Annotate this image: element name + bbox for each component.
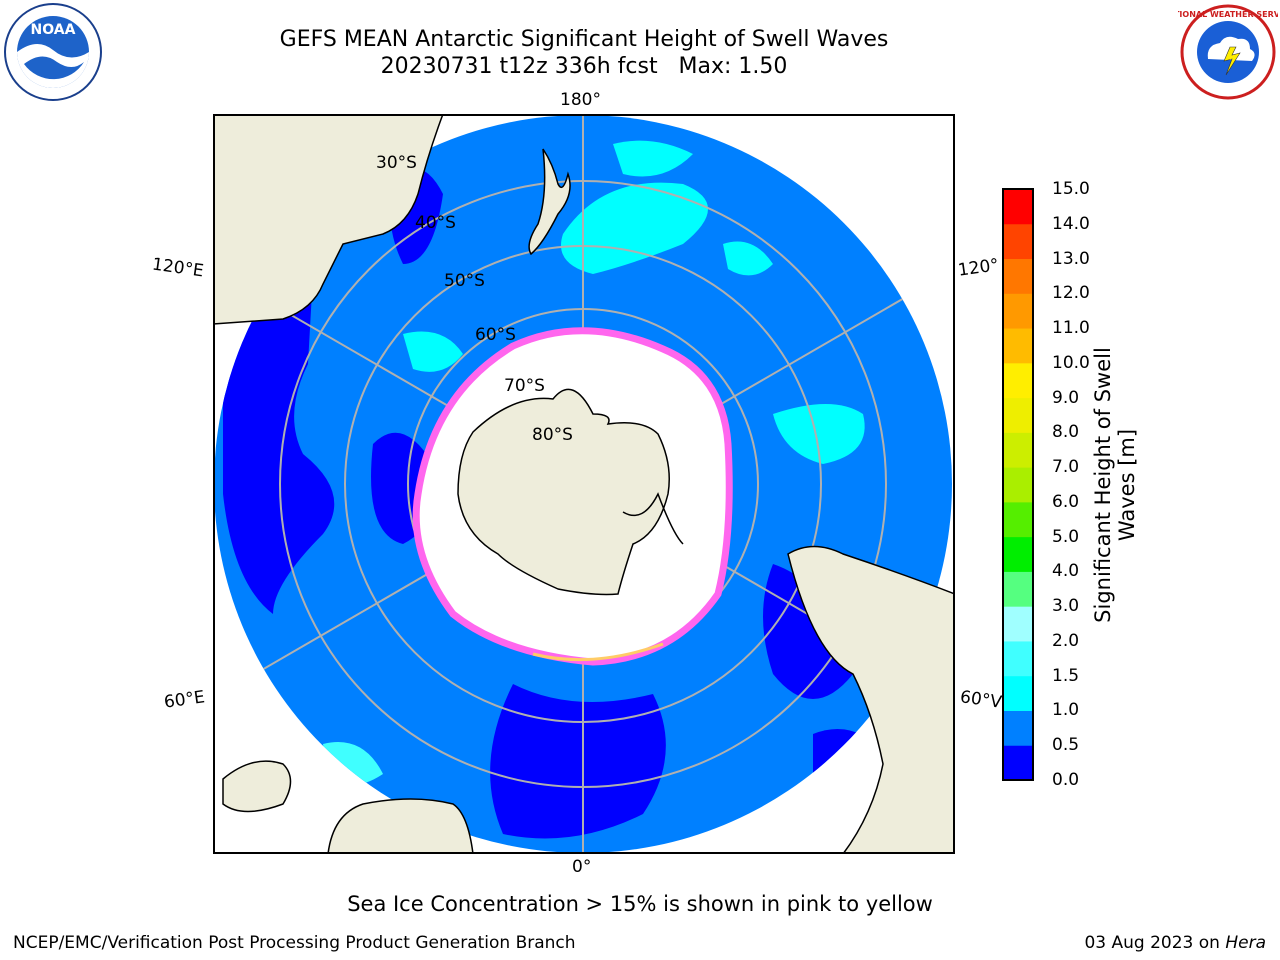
swell-region (723, 241, 773, 276)
colorbar-segment (1003, 189, 1033, 225)
lon-label-0: 0° (572, 857, 592, 877)
colorbar-label: Significant Height of Swell Waves [m] (1091, 347, 1139, 623)
swell-region (561, 182, 708, 274)
colorbar-tick: 12.0 (1052, 283, 1090, 304)
colorbar-segment (1003, 675, 1033, 711)
lon-label-120e: 120°E (150, 254, 205, 282)
lat-label-30s: 30°S (376, 153, 417, 173)
chart-subtitle: 20230731 t12z 336h fcst Max: 1.50 (380, 54, 788, 79)
madagascar (222, 760, 292, 813)
lat-label-80s: 80°S (532, 425, 573, 445)
sea-ice-note: Sea Ice Concentration > 15% is shown in … (347, 892, 933, 916)
colorbar-tick: 8.0 (1052, 422, 1080, 443)
lat-label-40s: 40°S (415, 213, 456, 233)
lon-label-60w: 60°V (958, 687, 1003, 713)
low-swell-region (490, 684, 666, 839)
colorbar-tick: 4.0 (1052, 561, 1080, 582)
colorbar-tick: 2.0 (1052, 630, 1080, 651)
nws-logo-text: NATIONAL WEATHER SERVICE (1178, 10, 1278, 19)
colorbar-tick: 7.0 (1052, 457, 1080, 478)
colorbar-tick: 13.0 (1052, 248, 1090, 269)
colorbar-tick: 10.0 (1052, 352, 1090, 373)
colorbar-segment (1003, 640, 1033, 677)
colorbar-segment (1003, 501, 1033, 538)
colorbar-segment (1003, 293, 1033, 329)
lon-label-180: 180° (560, 90, 601, 110)
africa (213, 794, 474, 854)
colorbar-segment (1003, 571, 1033, 607)
colorbar-segment (1003, 432, 1033, 468)
swell-region (613, 140, 693, 177)
footer-host: Hera (1225, 933, 1266, 953)
footer-date: 03 Aug 2023 on Hera (1084, 932, 1266, 954)
south-america (787, 545, 955, 854)
new-zealand (528, 148, 571, 256)
colorbar-tick: 0.0 (1052, 770, 1080, 790)
noaa-logo: NOAA (4, 3, 102, 101)
lon-label-120w: 120° (956, 255, 1001, 281)
colorbar-tick: 1.5 (1052, 665, 1080, 686)
colorbar-tick: 14.0 (1052, 213, 1090, 234)
colorbar-tick: 15.0 (1052, 179, 1090, 199)
swell-region (773, 404, 865, 464)
footer-branch: NCEP/EMC/Verification Post Processing Pr… (13, 933, 576, 953)
colorbar-segment (1003, 328, 1033, 364)
lat-label-60s: 60°S (475, 325, 516, 345)
lon-label-60e: 60°E (162, 687, 207, 713)
colorbar-tick: 3.0 (1052, 596, 1080, 617)
colorbar-segment (1003, 223, 1033, 260)
colorbar-segment (1003, 362, 1033, 399)
colorbar-tick: 5.0 (1052, 526, 1080, 547)
lat-label-70s: 70°S (504, 376, 545, 396)
colorbar-segment (1003, 710, 1033, 746)
colorbar-segment (1003, 606, 1033, 642)
lat-label-50s: 50°S (444, 271, 485, 291)
noaa-logo-text: NOAA (31, 22, 76, 38)
footer-date-text: 03 Aug 2023 on (1084, 933, 1226, 953)
colorbar-tick: 9.0 (1052, 387, 1080, 408)
chart-title: GEFS MEAN Antarctic Significant Height o… (279, 27, 889, 52)
antarctica (457, 388, 670, 596)
colorbar-segment (1003, 397, 1033, 433)
colorbar-tick: 6.0 (1052, 491, 1080, 512)
australia (213, 114, 444, 325)
colorbar (1002, 188, 1034, 781)
colorbar-tick: 11.0 (1052, 318, 1090, 339)
nws-logo: NATIONAL WEATHER SERVICE (1178, 4, 1278, 100)
colorbar-segment (1003, 467, 1033, 503)
colorbar-tick: 1.0 (1052, 700, 1080, 721)
colorbar-tick: 0.5 (1052, 735, 1080, 756)
polar-map (213, 114, 955, 854)
colorbar-segment (1003, 536, 1033, 572)
colorbar-segment (1003, 745, 1033, 781)
map-frame (213, 114, 955, 854)
antarctic-peninsula (622, 492, 684, 545)
low-swell-region (763, 564, 853, 699)
swell-region (403, 331, 463, 372)
ice-edge-yellow (532, 642, 664, 662)
colorbar-segment (1003, 258, 1033, 294)
